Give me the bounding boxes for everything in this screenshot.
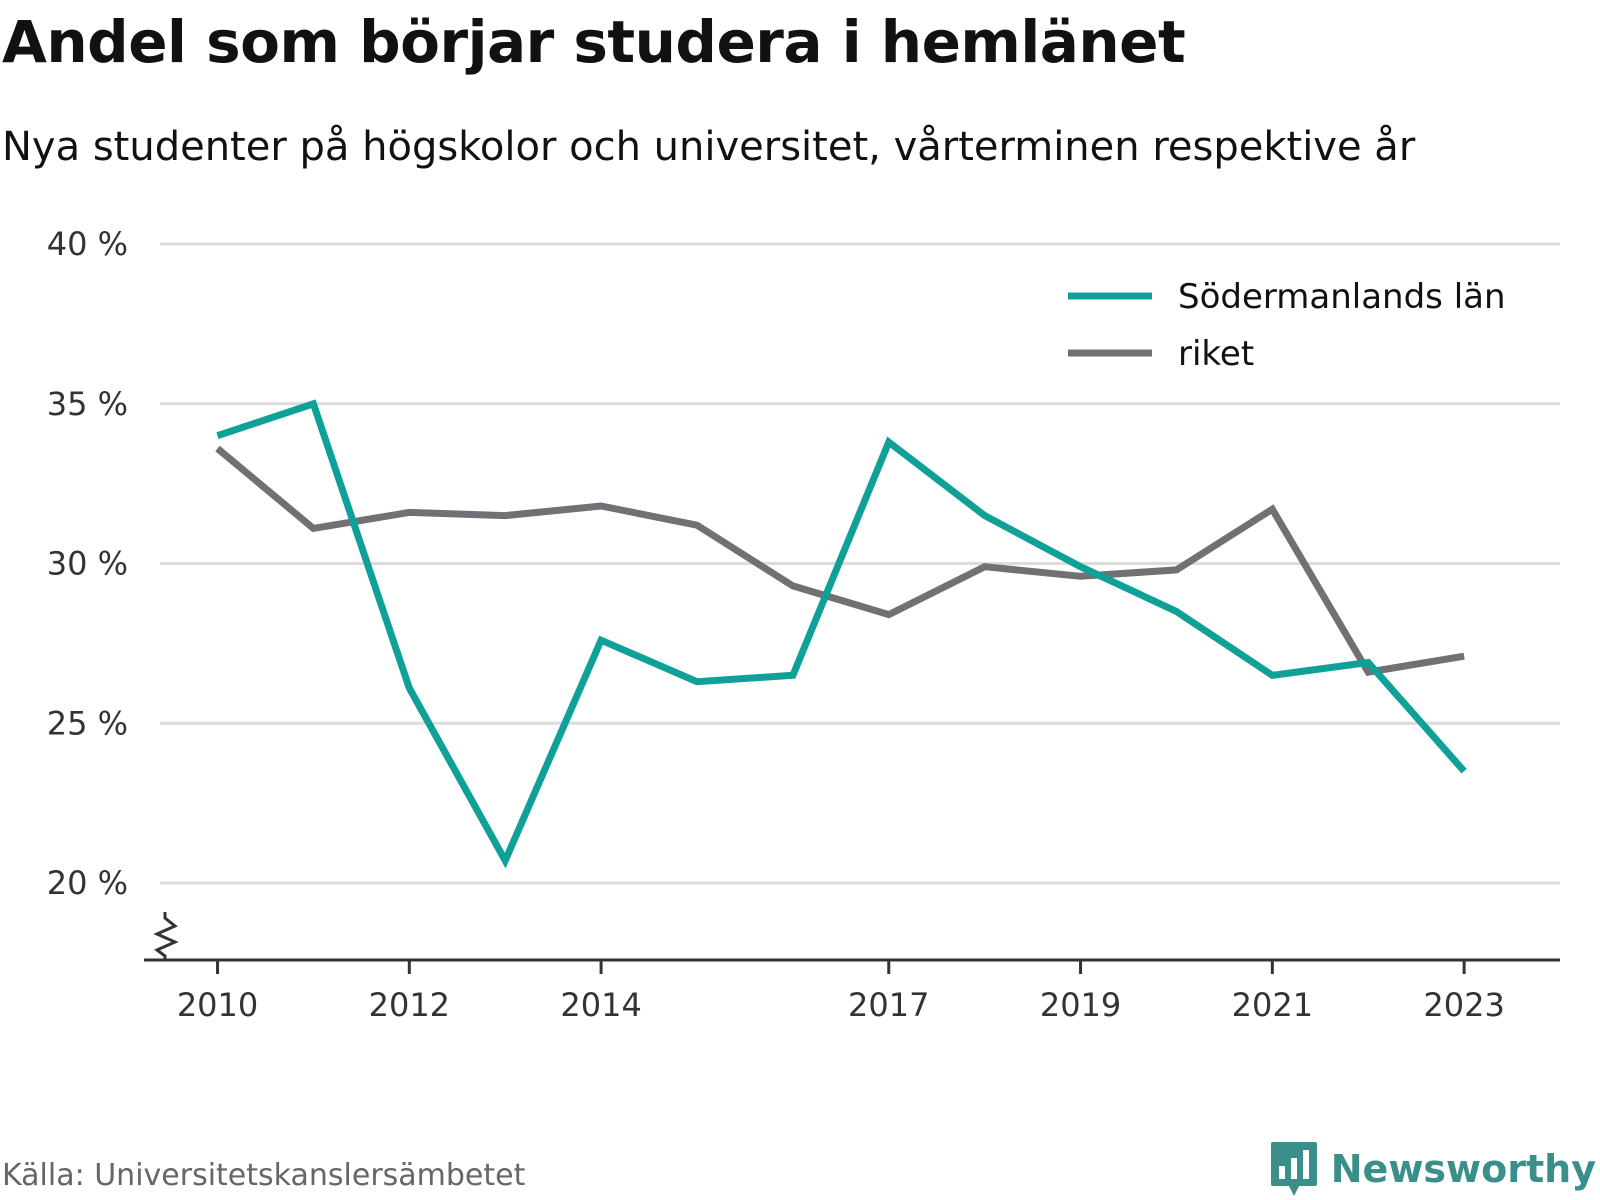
brand-logo: Newsworthy	[1269, 1140, 1596, 1198]
y-tick-label: 25 %	[47, 704, 128, 742]
legend-label: riket	[1178, 334, 1254, 374]
series-lines	[215, 399, 1467, 869]
y-tick-label: 40 %	[47, 225, 128, 263]
series-line-sodermanland	[216, 399, 1467, 869]
bar-chart-speech-icon	[1270, 1142, 1317, 1196]
y-axis-ticks: 20 % 25 % 30 % 35 % 40 %	[47, 225, 128, 902]
x-tick-label: 2019	[1040, 986, 1121, 1024]
y-tick-label: 30 %	[47, 545, 128, 583]
legend-label: Södermanlands län	[1178, 277, 1506, 317]
source-note: Källa: Universitetskanslersämbetet	[2, 1158, 526, 1193]
chart-title: Andel som börjar studera i hemlänet	[2, 8, 1186, 76]
legend: Södermanlands län riket	[1068, 277, 1506, 374]
x-tick-label: 2010	[177, 986, 258, 1024]
gridlines	[160, 242, 1560, 885]
x-tick-label: 2017	[848, 986, 929, 1024]
line-chart: 20 %25 %30 %35 %40 % 2010 2012 2014 2017 201…	[47, 225, 1560, 1024]
y-tick-label: 35 %	[47, 385, 128, 423]
x-axis: 2010 2012 2014 2017 2019 2021 2023	[144, 912, 1560, 1024]
y-tick-label: 20 %	[47, 864, 128, 902]
x-tick-label: 2021	[1232, 986, 1313, 1024]
x-tick-label: 2012	[369, 986, 450, 1024]
brand-name: Newsworthy	[1330, 1147, 1596, 1191]
x-tick-label: 2023	[1423, 986, 1504, 1024]
chart-subtitle: Nya studenter på högskolor och universit…	[2, 124, 1416, 170]
axis-break-marker	[153, 912, 179, 960]
x-tick-label: 2014	[560, 986, 641, 1024]
series-line-riket	[215, 445, 1465, 676]
